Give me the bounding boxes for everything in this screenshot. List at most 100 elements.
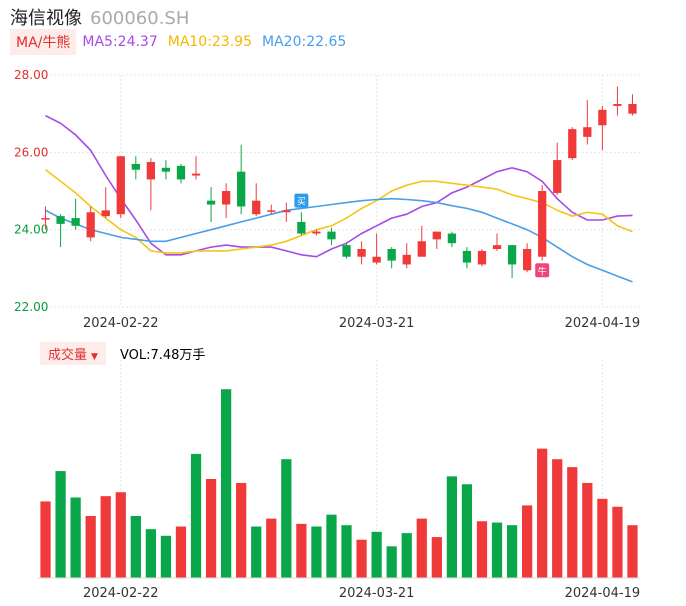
ma10-label: MA10:23.95	[167, 34, 253, 50]
candle-body	[327, 231, 336, 240]
candle-body	[41, 218, 50, 220]
candle-body	[507, 245, 517, 265]
volume-bar	[356, 539, 367, 578]
candle-body	[342, 245, 351, 257]
volume-bar	[175, 526, 187, 578]
volume-bar	[266, 518, 277, 578]
candle-body	[492, 245, 502, 249]
volume-value: VOL:7.48万手	[119, 348, 206, 363]
volume-bar	[40, 501, 51, 578]
volume-bar	[461, 484, 473, 578]
volume-bar	[371, 531, 382, 578]
y-tick-label: 22.00	[14, 300, 48, 314]
candle-body	[101, 210, 110, 217]
x-tick-label: 2024-03-21	[339, 316, 415, 331]
candle-body	[522, 249, 532, 271]
candle-body	[312, 231, 321, 234]
volume-bar	[221, 389, 232, 578]
bull-marker-box	[535, 263, 550, 278]
x-tick-label: 2024-02-22	[83, 586, 159, 601]
candle-body	[297, 221, 306, 234]
stock-name: 海信视像	[10, 8, 82, 29]
volume-bar	[251, 526, 262, 578]
candle-body	[462, 250, 472, 263]
volume-bar	[190, 453, 202, 578]
volume-bar	[491, 522, 503, 578]
volume-bar	[281, 459, 292, 578]
volume-indicator-tag[interactable]: 成交量 ▼	[40, 342, 106, 365]
candle-body	[447, 233, 457, 244]
volume-bar	[386, 546, 397, 578]
candle-body	[131, 163, 140, 170]
volume-bar	[296, 523, 307, 578]
candle-body	[237, 171, 246, 207]
candle-body	[176, 165, 186, 180]
volume-bar	[476, 521, 488, 578]
candle-body	[432, 231, 441, 240]
candle-body	[357, 249, 366, 257]
candle-body	[252, 200, 261, 215]
ma-indicator-tag[interactable]: MA/牛熊	[10, 29, 77, 55]
volume-bar	[130, 515, 141, 578]
ma10-line	[45, 169, 633, 254]
candle-body	[86, 212, 95, 238]
volume-bar	[446, 476, 457, 578]
candle-body	[372, 256, 381, 263]
candle-body	[282, 210, 291, 213]
x-tick-label: 2024-04-19	[565, 316, 641, 331]
candle-body	[71, 218, 80, 226]
volume-bar	[55, 471, 66, 578]
candle-body	[402, 254, 411, 265]
candle-body	[56, 216, 65, 224]
buy-signal-marker: 买	[294, 193, 309, 208]
volume-bar	[145, 529, 156, 578]
volume-bar	[326, 514, 337, 578]
volume-bar	[431, 537, 442, 578]
volume-bar	[522, 505, 533, 578]
ma5-label: MA5:24.37	[82, 34, 158, 50]
candle-body	[206, 200, 216, 205]
y-tick-label: 24.00	[14, 223, 48, 237]
volume-bar	[236, 482, 247, 578]
volume-bar	[567, 467, 578, 578]
volume-bar	[627, 525, 638, 578]
volume-bar	[537, 448, 548, 578]
buy-marker-label: 买	[297, 197, 306, 208]
volume-bar	[100, 496, 111, 578]
ma5-line	[45, 114, 633, 258]
volume-bar	[582, 482, 593, 578]
bull-marker-label: 牛	[538, 265, 547, 277]
candle-body	[267, 210, 276, 212]
candle-body	[583, 127, 592, 137]
candle-body	[538, 191, 547, 257]
volume-bar	[506, 525, 518, 578]
volume-bar	[416, 518, 427, 578]
candle-body	[191, 173, 201, 176]
y-tick-label: 28.00	[14, 68, 48, 82]
volume-bar	[205, 479, 217, 578]
candle-body	[146, 162, 156, 180]
volume-bar	[612, 506, 623, 578]
volume-bar	[552, 459, 563, 578]
candle-body	[628, 104, 637, 114]
x-tick-label: 2024-02-22	[83, 316, 159, 331]
volume-bar	[401, 533, 412, 578]
x-tick-label: 2024-04-19	[565, 586, 641, 601]
candle-body	[116, 156, 125, 215]
dropdown-triangle-icon: ▼	[91, 352, 98, 362]
candle-body	[613, 104, 622, 106]
candle-body	[417, 241, 426, 257]
volume-bar	[311, 526, 322, 578]
candle-body	[553, 160, 562, 193]
y-tick-label: 26.00	[14, 145, 48, 159]
volume-bar	[341, 525, 352, 578]
candle-body	[387, 249, 396, 261]
ma20-label: MA20:22.65	[262, 34, 347, 50]
buy-marker-box	[294, 193, 309, 208]
ma-legend: MA/牛熊 MA5:24.37 MA10:23.95 MA20:22.65	[10, 29, 356, 55]
candle-body	[477, 250, 487, 265]
candle-body	[598, 109, 607, 126]
volume-bar	[160, 535, 172, 578]
volume-legend: 成交量 ▼ VOL:7.48万手	[40, 342, 205, 365]
